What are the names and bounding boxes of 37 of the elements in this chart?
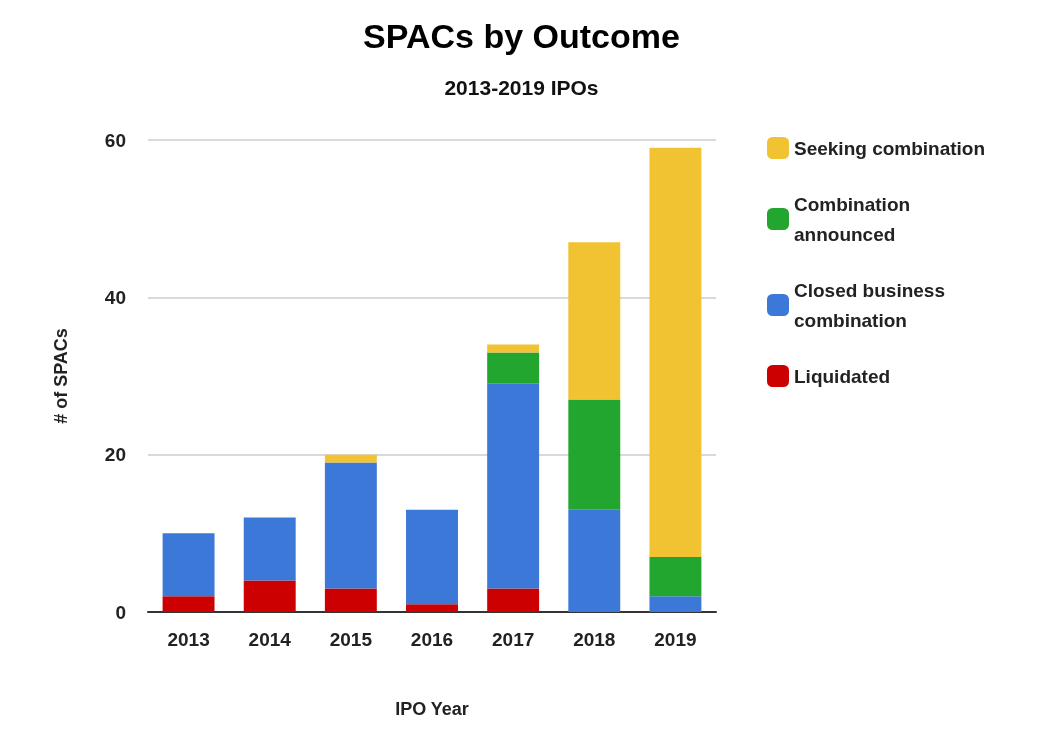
bar [324, 454, 377, 463]
y-tick-label: 20 [104, 444, 126, 466]
bar [162, 596, 215, 612]
x-tick-label: 2015 [329, 629, 373, 650]
x-tick-label: 2018 [573, 629, 616, 650]
x-axis-title: IPO Year [395, 699, 469, 719]
bar [649, 556, 702, 597]
bar [487, 352, 540, 384]
legend-label: Closed business combination [794, 279, 951, 331]
bar [324, 588, 377, 612]
bar [162, 533, 215, 597]
x-tick-label: 2013 [167, 629, 210, 650]
x-tick-label: 2017 [492, 629, 535, 650]
bar [649, 596, 702, 612]
bar [243, 580, 296, 612]
y-axis-title: # of SPACs [51, 328, 71, 424]
chart-title: SPACs by Outcome [363, 17, 680, 55]
bar [243, 517, 296, 581]
y-tick-label: 0 [115, 601, 126, 623]
bar [324, 462, 377, 589]
bar [487, 588, 540, 612]
x-tick-label: 2019 [654, 629, 697, 650]
x-tick-label: 2014 [248, 629, 292, 650]
x-tick-label: 2016 [410, 629, 454, 650]
bar [649, 147, 702, 557]
y-tick-label: 60 [104, 129, 126, 151]
bar [568, 509, 621, 612]
legend-label: Liquidated [794, 365, 891, 387]
y-tick-label: 40 [104, 286, 126, 308]
bar [568, 399, 621, 510]
bar [487, 383, 540, 589]
legend-label: Seeking combination [794, 137, 986, 159]
legend-label: Combination announced [794, 193, 916, 245]
bar [406, 509, 458, 605]
bar [568, 242, 621, 400]
bar [406, 604, 458, 612]
chart-subtitle: 2013-2019 IPOs [444, 76, 599, 99]
